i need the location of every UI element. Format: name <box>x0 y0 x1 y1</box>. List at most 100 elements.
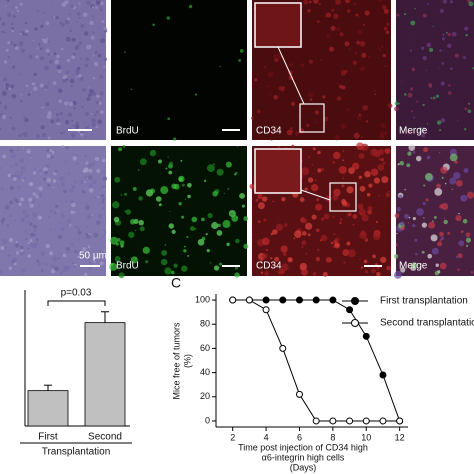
texture <box>97 53 102 58</box>
texture <box>83 122 85 124</box>
texture <box>50 155 54 159</box>
texture <box>305 253 308 255</box>
texture <box>441 202 449 210</box>
texture <box>164 267 172 275</box>
texture <box>99 75 103 79</box>
marker <box>396 417 404 425</box>
texture <box>379 134 385 140</box>
texture <box>262 253 268 259</box>
texture <box>84 236 87 239</box>
texture <box>13 177 17 181</box>
texture <box>187 254 190 257</box>
texture <box>443 50 445 52</box>
texture <box>309 98 313 102</box>
texture <box>342 177 345 179</box>
texture <box>114 176 121 183</box>
texture <box>239 48 244 53</box>
texture <box>28 181 34 187</box>
texture <box>114 256 121 262</box>
texture <box>400 221 405 226</box>
texture <box>31 82 36 86</box>
texture <box>109 262 118 271</box>
texture <box>101 201 105 204</box>
texture <box>33 72 37 77</box>
texture <box>399 160 405 166</box>
texture <box>92 54 95 57</box>
texture <box>409 87 414 91</box>
texture <box>85 0 91 6</box>
texture <box>377 150 382 154</box>
marker <box>295 296 303 304</box>
texture <box>102 207 105 210</box>
texture <box>294 132 299 136</box>
texture <box>358 175 362 179</box>
texture <box>260 271 264 274</box>
legend-marker <box>351 319 359 327</box>
texture <box>10 259 16 264</box>
texture <box>205 233 208 236</box>
x-tick-label: 12 <box>395 432 405 442</box>
texture <box>128 231 135 238</box>
texture <box>333 151 341 160</box>
texture <box>78 152 80 154</box>
texture <box>415 252 418 256</box>
texture <box>61 2 67 8</box>
texture <box>315 228 320 232</box>
texture <box>301 240 307 246</box>
texture <box>5 196 7 198</box>
texture <box>15 251 20 255</box>
texture <box>52 256 58 261</box>
texture <box>16 174 22 179</box>
texture <box>181 215 185 219</box>
texture <box>60 22 65 28</box>
texture <box>59 21 62 24</box>
texture <box>367 206 373 211</box>
texture <box>308 0 312 4</box>
texture <box>395 100 397 102</box>
texture <box>57 234 63 240</box>
texture <box>50 119 55 124</box>
texture <box>80 179 85 185</box>
texture <box>188 4 193 9</box>
texture <box>332 245 336 249</box>
texture <box>464 26 469 31</box>
texture <box>0 167 2 169</box>
texture <box>50 151 53 154</box>
texture <box>10 165 13 167</box>
texture <box>65 36 71 42</box>
texture <box>395 243 398 246</box>
texture <box>330 49 333 52</box>
texture <box>458 212 460 215</box>
texture <box>47 52 51 56</box>
texture <box>435 94 440 98</box>
texture <box>223 192 225 195</box>
texture <box>438 67 440 69</box>
texture <box>47 82 50 84</box>
texture <box>183 249 187 253</box>
texture <box>356 115 362 120</box>
texture <box>301 218 308 224</box>
x-tick-label: 2 <box>230 432 235 442</box>
texture <box>66 224 68 226</box>
texture <box>72 262 75 265</box>
texture <box>26 220 30 224</box>
texture <box>129 219 136 225</box>
texture <box>36 134 40 139</box>
texture <box>70 202 76 208</box>
marker <box>362 332 370 340</box>
texture <box>102 176 108 181</box>
texture <box>430 97 433 100</box>
texture <box>53 266 59 272</box>
texture <box>424 172 433 181</box>
texture <box>49 228 52 231</box>
texture <box>19 158 24 164</box>
texture <box>14 270 16 273</box>
texture <box>449 0 454 4</box>
texture <box>219 262 223 266</box>
texture <box>441 176 444 179</box>
texture <box>47 158 50 160</box>
texture <box>66 58 71 62</box>
texture <box>456 255 459 258</box>
texture <box>29 242 34 247</box>
texture <box>56 113 59 117</box>
